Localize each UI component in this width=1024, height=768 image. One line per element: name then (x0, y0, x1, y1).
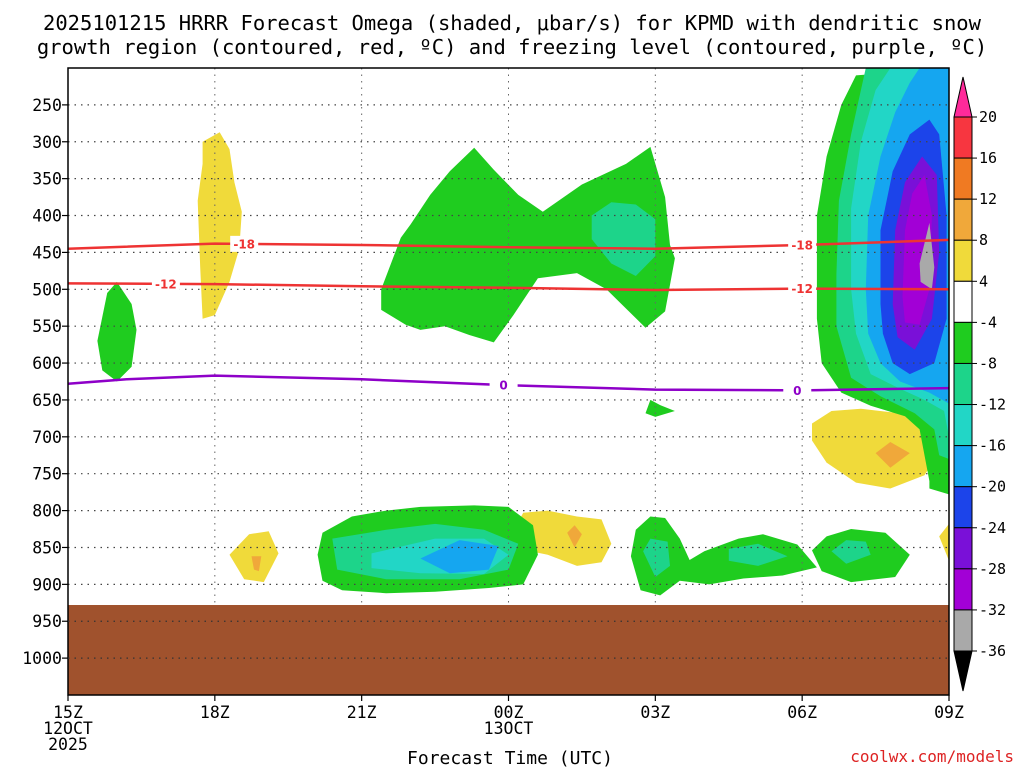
y-tick-label: 550 (32, 317, 62, 336)
omega-region (728, 543, 788, 566)
omega-region (939, 523, 949, 561)
freezing-level-contour-label: 0 (499, 378, 507, 392)
x-tick-label: 12OCT (43, 719, 93, 738)
omega-region (645, 399, 675, 417)
omega-region (591, 202, 656, 276)
omega-region (875, 442, 910, 468)
credit-text: coolwx.com/models (850, 747, 1014, 766)
dgz-minus18-contour-label: -18 (233, 237, 255, 251)
colorbar-label: 4 (979, 272, 988, 290)
colorbar-segment (953, 321, 973, 364)
omega-region (902, 175, 932, 325)
x-tick-label: 03Z (640, 703, 670, 722)
colorbar-label: -4 (979, 313, 997, 331)
chart-title-line-1: 2025101215 HRRR Forecast Omega (shaded, … (43, 11, 982, 35)
x-axis-label: Forecast Time (UTC) (407, 748, 613, 768)
omega-region (831, 540, 871, 564)
y-tick-label: 750 (32, 465, 62, 484)
y-tick-label: 250 (32, 96, 62, 115)
colorbar-segment (953, 609, 973, 652)
freezing-level-contour-label: 0 (793, 384, 801, 398)
colorbar-label: -16 (979, 437, 1006, 455)
dgz-minus18-contour-label-bg (788, 237, 817, 254)
y-tick-label: 700 (32, 428, 62, 447)
colorbar-label: 16 (979, 149, 997, 167)
x-tick-label: 06Z (787, 703, 817, 722)
y-tick-label: 400 (32, 207, 62, 226)
y-tick-label: 800 (32, 502, 62, 521)
omega-region (97, 281, 137, 382)
colorbar-label: 20 (979, 108, 997, 126)
colorbar-label: -12 (979, 396, 1006, 414)
colorbar-segment (953, 239, 973, 282)
y-tick-label: 950 (32, 612, 62, 631)
y-axis: 250 300 350 400 450 500 550 600 650 700 750 800 850 9… (22, 96, 68, 668)
dgz-minus12-contour-label-bg (151, 275, 180, 292)
x-tick-label: 15Z (53, 703, 83, 722)
dgz-minus18-contour-label-bg (230, 235, 259, 252)
omega-region (508, 510, 612, 566)
colorbar-label: -36 (979, 642, 1006, 660)
omega-region (567, 525, 582, 548)
y-tick-label: 600 (32, 354, 62, 373)
omega-region (420, 540, 499, 574)
colorbar: 20 16 12 8 4 -4 -8 -12 -16 -20 -24 -28 -32 -36 (953, 76, 1006, 692)
y-tick-label: 900 (32, 575, 62, 594)
colorbar-label: 12 (979, 190, 997, 208)
colorbar-label: 8 (979, 231, 988, 249)
dgz-minus12-contour-label-bg (788, 280, 817, 297)
plot-area: -18 -18 -12 -12 0 0 (67, 67, 950, 696)
omega-shading (97, 68, 949, 596)
colorbar-label: -8 (979, 354, 997, 372)
dgz-minus12-contour-label: -12 (155, 277, 177, 291)
colorbar-segment (953, 280, 973, 323)
colorbar-segment (953, 527, 973, 570)
omega-region (812, 408, 945, 489)
x-tick-label: 00Z (494, 703, 524, 722)
y-tick-label: 1000 (22, 649, 62, 668)
dgz-minus18-contour-label: -18 (791, 239, 813, 253)
y-tick-label: 300 (32, 133, 62, 152)
y-tick-label: 500 (32, 280, 62, 299)
colorbar-segment (953, 445, 973, 488)
x-tick-label: 13OCT (484, 719, 534, 738)
contour-lines: -18 -18 -12 -12 0 0 (67, 235, 950, 399)
y-tick-label: 650 (32, 391, 62, 410)
colorbar-segment (953, 362, 973, 406)
x-tick-label: 21Z (347, 703, 377, 722)
colorbar-segment (953, 486, 973, 529)
chart-title-line-2: growth region (contoured, red, ºC) and f… (37, 35, 987, 59)
colorbar-label: -32 (979, 601, 1006, 619)
colorbar-label: -20 (979, 478, 1006, 496)
colorbar-segment (953, 404, 973, 447)
grid-lines (68, 68, 949, 695)
terrain-fill (68, 605, 949, 695)
omega-region (630, 516, 817, 596)
colorbar-segment (953, 116, 973, 159)
y-tick-label: 450 (32, 243, 62, 262)
omega-region (643, 538, 670, 577)
y-tick-label: 850 (32, 538, 62, 557)
y-tick-label: 350 (32, 170, 62, 189)
colorbar-label: -24 (979, 519, 1006, 537)
x-tick-label: 18Z (200, 703, 230, 722)
freezing-level-contour-label-bg (783, 382, 812, 399)
omega-region (251, 556, 262, 572)
freezing-level-contour-line (67, 374, 950, 392)
x-tick-label: 2025 (48, 735, 88, 754)
x-tick-label: 09Z (934, 703, 964, 722)
colorbar-segment (953, 198, 973, 241)
dgz-minus12-contour-label: -12 (791, 282, 813, 296)
colorbar-segment (953, 568, 973, 611)
colorbar-segment (953, 157, 973, 200)
omega-region (381, 146, 675, 343)
colorbar-top-triangle (953, 76, 973, 118)
colorbar-label: -28 (979, 560, 1006, 578)
colorbar-bottom-triangle (953, 650, 973, 692)
freezing-level-contour-label-bg (489, 376, 518, 393)
